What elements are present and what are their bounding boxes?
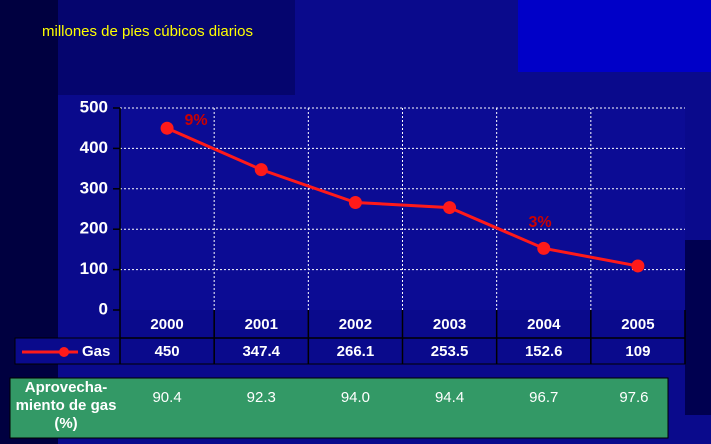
legend-label: Gas: [82, 343, 110, 360]
row-label: (%): [54, 415, 77, 432]
point: [348, 195, 362, 209]
table-value: 253.5: [431, 343, 469, 360]
panel: [518, 0, 711, 72]
row-value: 97.6: [619, 389, 648, 406]
legend-marker: [59, 347, 69, 357]
table-value: 450: [155, 343, 180, 360]
y-tick-label: 200: [80, 219, 108, 238]
point: [160, 121, 174, 135]
x-tick-label: 2000: [150, 316, 183, 333]
x-tick-label: 2005: [621, 316, 654, 333]
row-value: 94.4: [435, 389, 464, 406]
point: [254, 163, 268, 177]
row-value: 94.0: [341, 389, 370, 406]
table-value: 347.4: [242, 343, 280, 360]
y-tick-label: 400: [80, 138, 108, 157]
x-tick-label: 2003: [433, 316, 466, 333]
point: [631, 259, 645, 273]
row-value: 96.7: [529, 389, 558, 406]
x-tick-label: 2004: [527, 316, 561, 333]
point: [443, 201, 457, 215]
row-label: Aprovecha-: [25, 379, 108, 396]
y-tick-label: 0: [99, 299, 108, 318]
y-tick-label: 500: [80, 97, 108, 116]
annotation: 9%: [184, 112, 207, 129]
row-value: 90.4: [152, 389, 181, 406]
x-tick-label: 2001: [245, 316, 278, 333]
extra-row: [9, 377, 669, 439]
y-tick-label: 100: [80, 259, 108, 278]
row-value: 92.3: [247, 389, 276, 406]
point: [537, 241, 551, 255]
row-label: miento de gas: [16, 397, 117, 414]
table-value: 152.6: [525, 343, 563, 360]
chart-title: millones de pies cúbicos diarios: [42, 23, 253, 40]
panel: [685, 240, 711, 415]
panel: [58, 0, 295, 95]
y-tick-label: 300: [80, 178, 108, 197]
x-tick-label: 2002: [339, 316, 372, 333]
annotation: 3%: [528, 214, 551, 231]
line: [166, 126, 639, 268]
table-value: 109: [625, 343, 650, 360]
table-value: 266.1: [337, 343, 375, 360]
